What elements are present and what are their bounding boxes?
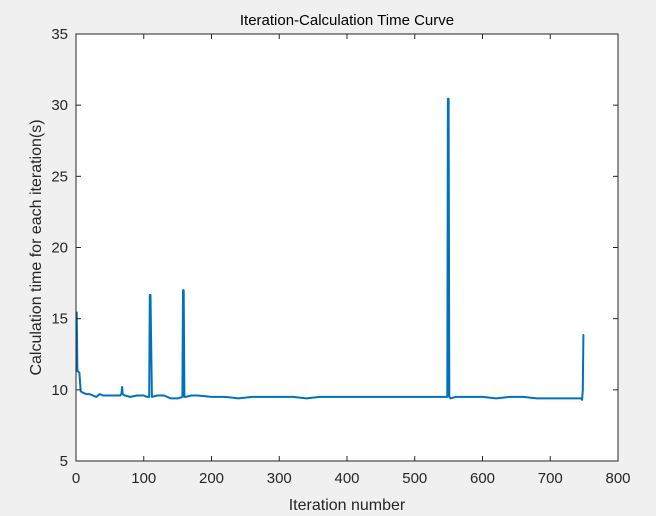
x-tick-label: 400: [334, 470, 359, 487]
y-axis-label: Calculation time for each iteration(s): [28, 119, 45, 375]
y-tick-label: 10: [51, 382, 68, 399]
chart-title: Iteration-Calculation Time Curve: [240, 12, 454, 29]
y-axis: 5 10 15 20 25 30 35: [51, 26, 618, 470]
x-tick-label: 700: [538, 470, 563, 487]
x-axis: 0 100 200 300 400 500 600 700 800: [72, 34, 631, 487]
x-tick-label: 300: [267, 470, 292, 487]
series-layer: [75, 97, 585, 401]
y-tick-label: 35: [51, 26, 68, 43]
y-tick-label: 5: [60, 453, 68, 470]
x-tick-label: 500: [402, 470, 427, 487]
x-tick-label: 800: [605, 470, 630, 487]
x-tick-label: 100: [131, 470, 156, 487]
y-tick-label: 20: [51, 240, 68, 257]
y-tick-label: 30: [51, 97, 68, 114]
plot-area: [76, 34, 618, 461]
x-tick-label: 0: [72, 470, 80, 487]
x-tick-label: 600: [470, 470, 495, 487]
x-tick-label: 200: [199, 470, 224, 487]
x-axis-label: Iteration number: [289, 497, 406, 514]
y-tick-label: 15: [51, 311, 68, 328]
data-series-line: [75, 97, 585, 401]
y-tick-label: 25: [51, 168, 68, 185]
